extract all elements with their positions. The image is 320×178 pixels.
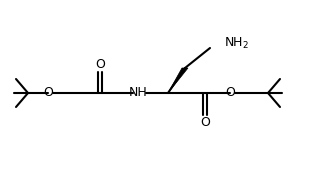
Text: O: O xyxy=(43,87,53,100)
Text: NH: NH xyxy=(129,87,148,100)
Text: O: O xyxy=(95,57,105,70)
Polygon shape xyxy=(168,68,188,93)
Text: NH$_2$: NH$_2$ xyxy=(224,35,249,51)
Text: O: O xyxy=(200,116,210,130)
Text: O: O xyxy=(225,87,235,100)
